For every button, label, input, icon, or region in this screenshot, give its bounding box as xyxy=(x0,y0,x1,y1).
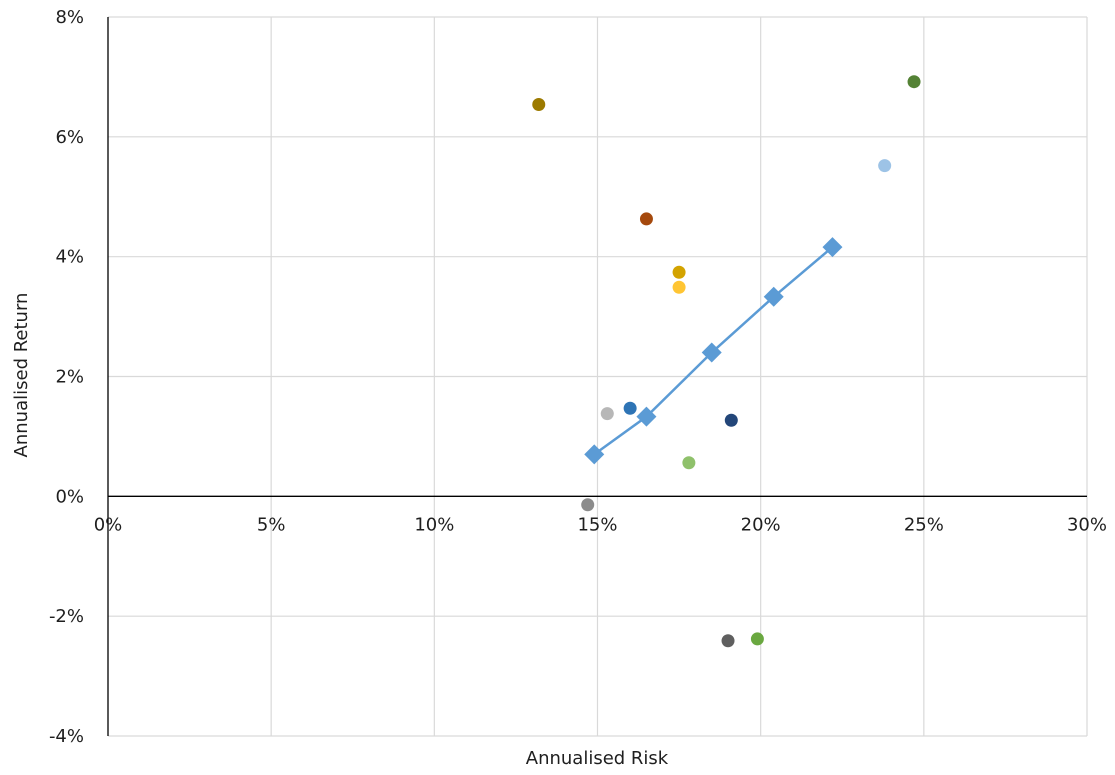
gridlines xyxy=(108,16,1088,737)
frontier-point xyxy=(763,286,784,307)
y-axis-title: Annualised Return xyxy=(11,293,32,458)
asset-point xyxy=(682,456,696,470)
y-tick-label: 0% xyxy=(55,486,84,507)
x-tick-label: 20% xyxy=(741,514,781,535)
frontier-point xyxy=(584,444,605,465)
asset-point xyxy=(672,265,686,279)
frontier-point xyxy=(701,342,722,363)
y-tick-label: 2% xyxy=(55,367,84,388)
x-tick-label: 25% xyxy=(904,514,944,535)
asset-point xyxy=(750,632,764,646)
asset-point xyxy=(672,280,686,294)
asset-point xyxy=(724,413,738,427)
asset-point xyxy=(532,97,546,111)
asset-point xyxy=(721,634,735,648)
asset-point xyxy=(878,159,892,173)
asset-point xyxy=(639,212,653,226)
x-tick-label: 30% xyxy=(1067,514,1107,535)
x-tick-label: 15% xyxy=(577,514,617,535)
x-axis-title: Annualised Risk xyxy=(526,748,669,769)
y-tick-label: 6% xyxy=(55,127,84,148)
data-series xyxy=(532,75,921,648)
x-tick-label: 10% xyxy=(414,514,454,535)
y-tick-label: 8% xyxy=(55,7,84,28)
y-tick-label: 4% xyxy=(55,247,84,268)
asset-point xyxy=(623,401,637,415)
x-tick-label: 0% xyxy=(94,514,123,535)
x-tick-label: 5% xyxy=(257,514,286,535)
tick-labels: 0% 5% 10% 15% 20% 25% 30% -4% -2% 0% 2% 4% 6% 8% xyxy=(49,7,1107,747)
asset-point xyxy=(581,498,595,512)
asset-point xyxy=(600,407,614,421)
frontier-point xyxy=(636,406,657,427)
y-tick-label: -2% xyxy=(49,606,84,627)
y-tick-label: -4% xyxy=(49,726,84,747)
axes xyxy=(107,17,1087,736)
asset-point xyxy=(907,75,921,89)
frontier-point xyxy=(822,237,843,258)
